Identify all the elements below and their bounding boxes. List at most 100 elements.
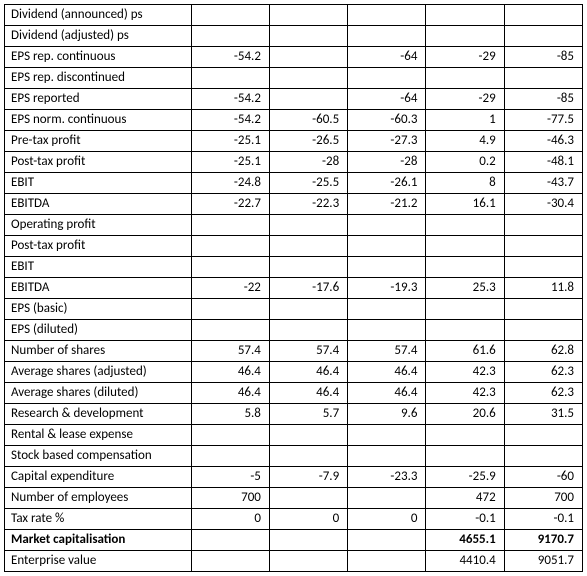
table-row: EPS rep. discontinued	[5, 68, 583, 89]
cell-value: -54.2	[191, 89, 269, 110]
cell-value	[426, 68, 504, 89]
cell-value	[504, 320, 582, 341]
cell-value: -43.7	[504, 173, 582, 194]
cell-value: 0	[348, 509, 426, 530]
cell-value: 9051.7	[504, 551, 582, 572]
cell-value	[269, 530, 347, 551]
cell-value	[426, 236, 504, 257]
row-label: Research & development	[5, 404, 192, 425]
cell-value	[269, 68, 347, 89]
row-label: Number of shares	[5, 341, 192, 362]
cell-value	[504, 236, 582, 257]
cell-value	[191, 215, 269, 236]
cell-value: 4655.1	[426, 530, 504, 551]
cell-value	[504, 299, 582, 320]
cell-value: 20.6	[426, 404, 504, 425]
cell-value: -60.5	[269, 110, 347, 131]
table-row: Post-tax profit-25.1-28-280.2-48.1	[5, 152, 583, 173]
row-label: EBIT	[5, 173, 192, 194]
row-label: Average shares (adjusted)	[5, 362, 192, 383]
cell-value: 62.3	[504, 362, 582, 383]
table-row: EPS reported-54.2-64-29-85	[5, 89, 583, 110]
row-label: Rental & lease expense	[5, 425, 192, 446]
cell-value	[504, 425, 582, 446]
cell-value	[426, 26, 504, 47]
table-row: EBIT	[5, 257, 583, 278]
cell-value	[269, 299, 347, 320]
cell-value: 57.4	[191, 341, 269, 362]
row-label: EPS (basic)	[5, 299, 192, 320]
financial-metrics-table: Dividend (announced) psDividend (adjuste…	[4, 4, 583, 572]
cell-value: -29	[426, 89, 504, 110]
cell-value	[348, 236, 426, 257]
table-row: Market capitalisation4655.19170.7	[5, 530, 583, 551]
cell-value	[504, 68, 582, 89]
cell-value: -0.1	[504, 509, 582, 530]
row-label: Average shares (diluted)	[5, 383, 192, 404]
cell-value	[348, 257, 426, 278]
cell-value	[348, 320, 426, 341]
cell-value: 5.7	[269, 404, 347, 425]
cell-value: 8	[426, 173, 504, 194]
row-label: EBITDA	[5, 194, 192, 215]
cell-value	[426, 425, 504, 446]
cell-value: -25.1	[191, 152, 269, 173]
cell-value: 0	[191, 509, 269, 530]
cell-value	[269, 425, 347, 446]
table-row: Stock based compensation	[5, 446, 583, 467]
cell-value: -5	[191, 467, 269, 488]
cell-value: 46.4	[269, 383, 347, 404]
cell-value: -22.7	[191, 194, 269, 215]
cell-value	[191, 236, 269, 257]
cell-value	[426, 299, 504, 320]
cell-value	[348, 530, 426, 551]
cell-value	[348, 446, 426, 467]
table-row: Post-tax profit	[5, 236, 583, 257]
table-row: Research & development5.85.79.620.631.5	[5, 404, 583, 425]
cell-value: -22.3	[269, 194, 347, 215]
cell-value: 46.4	[191, 362, 269, 383]
cell-value: 62.8	[504, 341, 582, 362]
row-label: Enterprise value	[5, 551, 192, 572]
cell-value: 4410.4	[426, 551, 504, 572]
table-row: Number of shares57.457.457.461.662.8	[5, 341, 583, 362]
cell-value: -7.9	[269, 467, 347, 488]
cell-value: -60.3	[348, 110, 426, 131]
cell-value: 5.8	[191, 404, 269, 425]
cell-value	[504, 26, 582, 47]
cell-value: -85	[504, 47, 582, 68]
cell-value	[269, 26, 347, 47]
cell-value: 31.5	[504, 404, 582, 425]
cell-value: -85	[504, 89, 582, 110]
cell-value	[348, 551, 426, 572]
row-label: Capital expenditure	[5, 467, 192, 488]
cell-value	[426, 446, 504, 467]
table-row: EPS rep. continuous-54.2-64-29-85	[5, 47, 583, 68]
cell-value	[269, 551, 347, 572]
cell-value	[191, 5, 269, 26]
cell-value: -22	[191, 278, 269, 299]
row-label: EPS rep. discontinued	[5, 68, 192, 89]
cell-value: -24.8	[191, 173, 269, 194]
cell-value	[348, 215, 426, 236]
cell-value: -48.1	[504, 152, 582, 173]
cell-value	[269, 89, 347, 110]
cell-value: 9.6	[348, 404, 426, 425]
cell-value	[426, 5, 504, 26]
row-label: Post-tax profit	[5, 152, 192, 173]
cell-value: -46.3	[504, 131, 582, 152]
cell-value: 700	[191, 488, 269, 509]
cell-value	[426, 257, 504, 278]
cell-value: -0.1	[426, 509, 504, 530]
cell-value: 1	[426, 110, 504, 131]
cell-value: -64	[348, 47, 426, 68]
cell-value	[348, 425, 426, 446]
cell-value: -28	[348, 152, 426, 173]
table-row: EBIT-24.8-25.5-26.18-43.7	[5, 173, 583, 194]
row-label: EPS rep. continuous	[5, 47, 192, 68]
cell-value: 46.4	[348, 362, 426, 383]
cell-value: 57.4	[348, 341, 426, 362]
cell-value	[191, 425, 269, 446]
table-row: EPS (diluted)	[5, 320, 583, 341]
row-label: EPS (diluted)	[5, 320, 192, 341]
